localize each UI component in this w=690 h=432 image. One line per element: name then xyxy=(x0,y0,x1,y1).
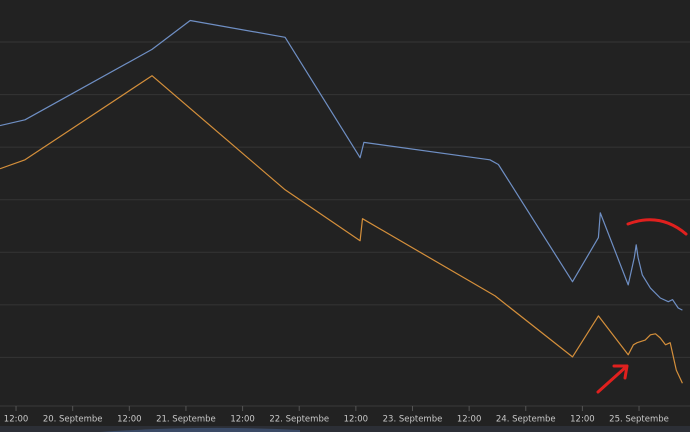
x-tick-label: 23. Septembe xyxy=(383,415,443,425)
x-tick-label: 21. Septembe xyxy=(156,415,216,425)
series-line xyxy=(0,75,683,384)
x-tick-label: 22. Septembe xyxy=(269,415,329,425)
x-tick-label: 12:00 xyxy=(230,415,255,425)
x-tick-label: 20. Septembe xyxy=(43,415,103,425)
x-tick-label: 25. Septembe xyxy=(609,415,669,425)
x-tick-label: 12:00 xyxy=(457,415,482,425)
x-tick-label: 12:00 xyxy=(570,415,595,425)
navigator-preview xyxy=(100,427,300,432)
annotation-arrow xyxy=(596,364,629,394)
plot-area: 12:00 20. Septembe 12:00 21. Septembe 12:00 2… xyxy=(0,19,690,425)
x-tick-label: 12:00 xyxy=(344,415,369,425)
scroll-strip xyxy=(0,426,690,432)
x-tick-label: 12:00 xyxy=(117,415,142,425)
series-line xyxy=(0,19,683,311)
annotation-arc xyxy=(626,218,688,236)
x-tick-label: 12:00 xyxy=(4,415,29,425)
x-tick-label: 24. Septembe xyxy=(496,415,556,425)
